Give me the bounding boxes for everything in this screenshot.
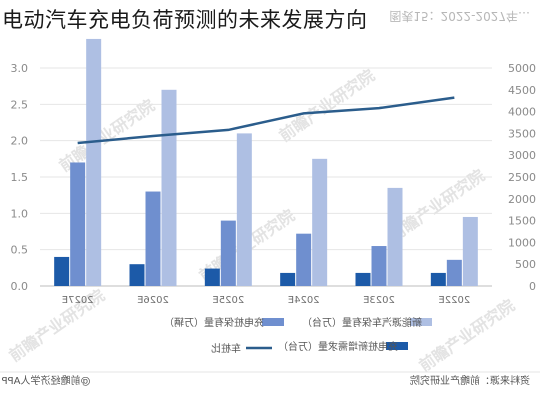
- y-axis-right: 0 500 1000 1500 2000 2500 3000 3500 4000 4500 5000: [508, 62, 536, 293]
- watermark-text: 前瞻产业研究院: [416, 296, 519, 376]
- y-right-tick-label: 500: [515, 258, 536, 271]
- y-left-tick-label: 1.5: [11, 171, 29, 184]
- app-credit: @前瞻经济学人APP: [2, 374, 91, 387]
- legend-swatch: [386, 342, 408, 350]
- bar: [54, 256, 70, 286]
- y-right-tick-label: 4500: [508, 84, 536, 97]
- bar: [220, 220, 236, 286]
- bar: [446, 259, 462, 286]
- legend: 充电桩新增需求量（万台） 充电桩保有量（万辆） 新能源汽车保有量（万台） 车桩比: [164, 316, 432, 355]
- footer: 资料来源：前瞻产业研究院 @前瞻经济学人APP: [0, 371, 540, 387]
- bar: [355, 272, 371, 286]
- bar-layer: [54, 38, 478, 286]
- line-layer: [77, 96, 455, 145]
- bar: [236, 133, 252, 286]
- y-right-tick-label: 3000: [508, 149, 536, 162]
- bar: [296, 233, 312, 286]
- source-note: 资料来源：前瞻产业研究院: [410, 374, 530, 387]
- grid: [40, 67, 492, 287]
- y-right-tick-label: 1500: [508, 215, 536, 228]
- bar: [280, 272, 296, 286]
- watermark-text: 前瞻产业研究院: [276, 66, 379, 146]
- x-tick-label: 2022E: [438, 295, 470, 306]
- legend-swatch: [262, 318, 284, 326]
- y-right-tick-label: 5000: [508, 62, 536, 75]
- y-right-tick-label: 0: [529, 280, 536, 293]
- legend-swatch: [410, 318, 432, 326]
- bar: [462, 216, 478, 286]
- y-right-tick-label: 1000: [508, 236, 536, 249]
- bar: [129, 264, 145, 286]
- x-tick-label: 2026E: [137, 295, 169, 306]
- y-left-tick-label: 0.5: [11, 244, 29, 257]
- bar: [145, 191, 161, 286]
- x-tick-label: 2025E: [212, 295, 244, 306]
- y-right-tick-label: 2500: [508, 171, 536, 184]
- y-left-tick-label: 2.5: [11, 98, 29, 111]
- page-title: 电动汽车充电负荷预测的未来发展方向: [2, 8, 368, 32]
- bar: [371, 246, 387, 286]
- bar: [387, 187, 403, 286]
- y-left-tick-label: 0.0: [11, 280, 29, 293]
- bar: [86, 38, 102, 286]
- x-tick-label: 2023E: [363, 295, 395, 306]
- bar: [430, 272, 446, 286]
- y-left-tick-label: 1.0: [11, 207, 29, 220]
- x-tick-label: 2024E: [288, 295, 320, 306]
- legend-label: 充电桩新增需求量（万台）: [278, 340, 398, 353]
- y-axis-left: 0.0 0.5 1.0 1.5 2.0 2.5 3.0: [11, 62, 29, 293]
- legend-label: 充电桩保有量（万辆）: [164, 316, 264, 329]
- y-right-tick-label: 4000: [508, 106, 536, 119]
- y-left-tick-label: 2.0: [11, 135, 29, 148]
- legend-label: 车桩比: [211, 342, 241, 355]
- y-right-tick-label: 2000: [508, 193, 536, 206]
- line-series-ratio: [77, 96, 455, 145]
- x-tick-label: 2027E: [62, 295, 94, 306]
- y-right-tick-label: 3500: [508, 127, 536, 140]
- bar: [70, 162, 86, 286]
- y-left-tick-label: 3.0: [11, 62, 29, 75]
- bar: [312, 158, 328, 286]
- bar: [161, 89, 177, 286]
- x-axis: 2022E 2023E 2024E 2025E 2026E 2027E: [62, 295, 470, 306]
- bar: [204, 268, 220, 286]
- legend-label: 新能源汽车保有量（万台）: [302, 316, 422, 329]
